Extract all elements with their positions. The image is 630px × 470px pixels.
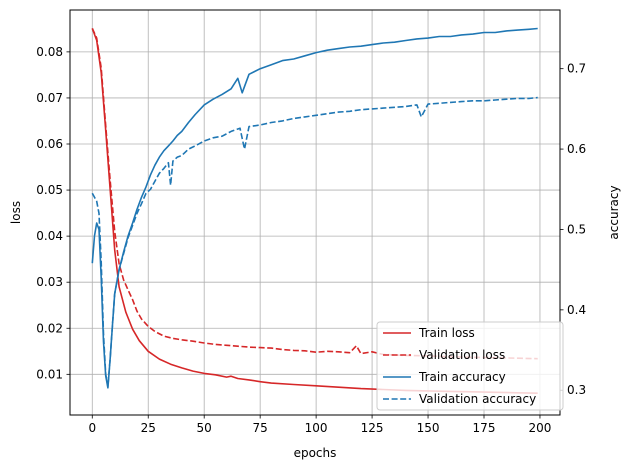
y-right-tick-label: 0.7 xyxy=(567,62,586,76)
x-tick-label: 75 xyxy=(253,421,268,435)
series-line-validation-loss xyxy=(91,28,538,360)
x-tick-label: 175 xyxy=(473,421,496,435)
y-right-tick-label: 0.4 xyxy=(567,303,586,317)
x-tick-label: 200 xyxy=(529,421,552,435)
y-right-tick-label: 0.3 xyxy=(567,383,586,397)
x-tick-label: 0 xyxy=(88,421,96,435)
y-left-tick-label: 0.01 xyxy=(36,367,63,381)
y-left-tick-label: 0.04 xyxy=(36,229,63,243)
plot-frame xyxy=(69,9,561,416)
y-axis-right: 0.3 0.4 0.5 0.6 0.7 xyxy=(560,62,586,397)
series-line-validation-accuracy xyxy=(91,96,538,388)
legend: Train loss Validation loss Train accuracy V… xyxy=(376,321,564,411)
y-left-tick-label: 0.03 xyxy=(36,275,63,289)
legend-box xyxy=(376,321,564,411)
x-axis-label: epochs xyxy=(294,446,337,460)
y-axis-label-left: loss xyxy=(9,201,23,224)
y-left-tick-label: 0.08 xyxy=(36,45,63,59)
x-tick-label: 125 xyxy=(361,421,384,435)
x-tick-label: 50 xyxy=(197,421,212,435)
legend-label: Train accuracy xyxy=(418,370,506,384)
x-tick-label: 100 xyxy=(305,421,328,435)
y-left-tick-label: 0.07 xyxy=(36,91,63,105)
y-left-tick-label: 0.02 xyxy=(36,321,63,335)
x-tick-label: 150 xyxy=(417,421,440,435)
legend-label: Validation accuracy xyxy=(419,392,536,406)
y-right-tick-label: 0.5 xyxy=(567,222,586,236)
legend-label: Train loss xyxy=(418,326,475,340)
y-axis-left: 0.01 0.02 0.03 0.04 0.05 0.06 0.07 0.08 xyxy=(36,45,70,381)
x-tick-label: 25 xyxy=(141,421,156,435)
y-left-tick-label: 0.05 xyxy=(36,183,63,197)
y-axis-label-right: accuracy xyxy=(607,185,621,239)
x-axis: 0 25 50 75 100 125 150 175 200 xyxy=(88,415,551,435)
y-left-tick-label: 0.06 xyxy=(36,137,63,151)
y-right-tick-label: 0.6 xyxy=(567,142,586,156)
legend-label: Validation loss xyxy=(419,348,505,362)
